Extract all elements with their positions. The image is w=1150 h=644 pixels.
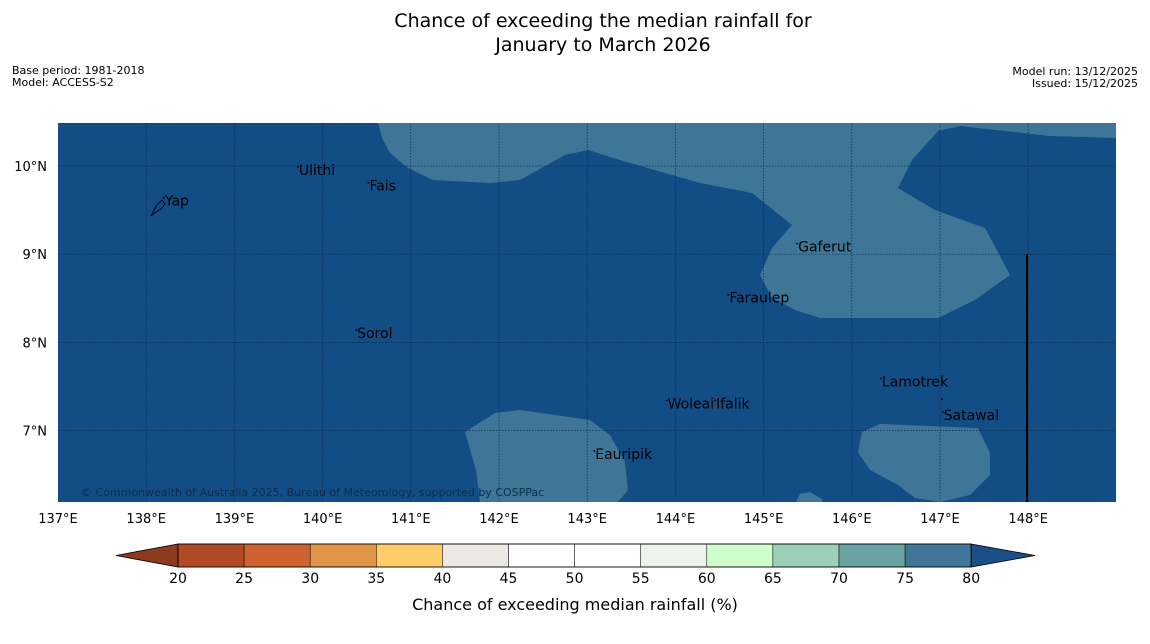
x-tick-label: 147°E: [920, 512, 960, 527]
colorbar-tick-label: 80: [962, 571, 980, 587]
model-run: Model run: 13/12/2025: [1012, 65, 1138, 78]
model-name: Model: ACCESS-S2: [12, 76, 114, 89]
colorbar-bin-65-70: [772, 543, 840, 568]
place-marker: [297, 165, 299, 168]
place-marker: [367, 181, 370, 184]
colorbar-extend-low: [115, 543, 179, 568]
colorbar-bin-35-40: [376, 543, 443, 568]
meta-left: Base period: 1981-2018 Model: ACCESS-S2: [12, 65, 144, 89]
meta-right: Model run: 13/12/2025 Issued: 15/12/2025: [1012, 66, 1138, 90]
place-label: Yap: [164, 194, 189, 210]
y-tick-label: 10°N: [14, 160, 47, 175]
map-area: Yap Ulithi Fais Gaferut Faraulep Sorol Woleai I…: [58, 123, 1116, 502]
place-marker: [796, 242, 799, 245]
colorbar-bin-30-35: [309, 543, 377, 568]
patch-south-east: [858, 424, 990, 502]
colorbar-tick-label: 70: [830, 571, 848, 587]
place-labels: Yap Ulithi Fais Gaferut Faraulep Sorol Woleai I…: [162, 163, 999, 463]
x-tick-label: 143°E: [567, 512, 607, 527]
x-tick-label: 145°E: [744, 512, 784, 527]
colorbar-label: Chance of exceeding median rainfall (%): [412, 595, 738, 614]
place-label: Gaferut: [798, 240, 852, 256]
colorbar-legend: 20 25 30 35 40 45 50 55 60 65 70 75 80: [115, 543, 1036, 587]
x-tick-label: 142°E: [479, 512, 519, 527]
island-dot: [941, 398, 943, 400]
chart-title: Chance of exceeding the median rainfall …: [0, 9, 1150, 57]
x-tick-label: 146°E: [832, 512, 872, 527]
place-marker: [162, 196, 165, 199]
y-tick-label: 7°N: [23, 425, 48, 440]
colorbar-bin-70-75: [838, 543, 906, 568]
colorbar-tick-label: 40: [433, 571, 451, 587]
place-marker: [727, 293, 730, 296]
place-label: Ifalik: [716, 397, 750, 413]
colorbar-bin-20-25: [177, 543, 245, 568]
colorbar-bin-60-65: [706, 543, 774, 568]
x-tick-label: 141°E: [391, 512, 431, 527]
x-tick-label: 139°E: [215, 512, 255, 527]
issued-date: Issued: 15/12/2025: [1031, 77, 1138, 90]
colorbar-tick-label: 50: [566, 571, 584, 587]
place-marker: [593, 449, 596, 452]
patch-north: [378, 123, 1116, 318]
place-marker: [880, 377, 882, 380]
place-label: Satawal: [944, 408, 999, 424]
colorbar-frame: [177, 543, 972, 568]
colorbar-tick-label: 35: [367, 571, 385, 587]
x-tick-label: 148°E: [1008, 512, 1048, 527]
x-tick-label: 144°E: [656, 512, 696, 527]
colorbar-tick-label: 75: [896, 571, 914, 587]
graticule: [58, 123, 1116, 502]
base-period: Base period: 1981-2018: [12, 64, 145, 77]
colorbar-tick-label: 60: [698, 571, 716, 587]
title-line-2: January to March 2026: [495, 34, 711, 56]
x-tick-label: 140°E: [303, 512, 343, 527]
colorbar-tick-label: 25: [235, 571, 253, 587]
y-axis: 10°N 9°N 8°N 7°N: [14, 160, 47, 440]
place-marker: [665, 399, 668, 402]
place-marker: [355, 329, 358, 331]
copyright-text: © Commonwealth of Australia 2025, Bureau…: [81, 486, 544, 499]
colorbar-tick-label: 65: [764, 571, 782, 587]
colorbar-tick-label: 30: [301, 571, 319, 587]
place-label: Eauripik: [595, 447, 653, 463]
colorbar-tick-label: 45: [500, 571, 518, 587]
place-label: Fais: [369, 179, 396, 195]
title-line-1: Chance of exceeding the median rainfall …: [394, 10, 812, 32]
colorbar-bin-45-50: [508, 543, 575, 568]
place-label: Faraulep: [729, 291, 789, 307]
colorbar-tick-label: 55: [632, 571, 650, 587]
place-marker: [714, 399, 716, 402]
place-label: Sorol: [357, 326, 392, 342]
y-tick-label: 8°N: [23, 336, 48, 351]
colorbar-bin-40-45: [442, 543, 509, 568]
x-axis: 137°E 138°E 139°E 140°E 141°E 142°E 143°E 144°E…: [38, 512, 1048, 527]
colorbar-bin-55-60: [640, 543, 708, 568]
colorbar-tick-label: 20: [169, 571, 187, 587]
place-label: Lamotrek: [882, 375, 949, 391]
place-label: Ulithi: [299, 163, 335, 179]
colorbar-bin-25-30: [243, 543, 311, 568]
x-tick-label: 137°E: [38, 512, 78, 527]
place-marker: [941, 411, 944, 413]
x-tick-label: 138°E: [126, 512, 166, 527]
colorbar-extend-high: [970, 543, 1036, 568]
patch-small: [796, 492, 822, 502]
colorbar-bin-50-55: [574, 543, 641, 568]
yap-island-outline: [150, 199, 166, 217]
colorbar-bin-75-80: [904, 543, 972, 568]
place-label: Woleai: [668, 397, 715, 413]
y-tick-label: 9°N: [23, 248, 48, 263]
